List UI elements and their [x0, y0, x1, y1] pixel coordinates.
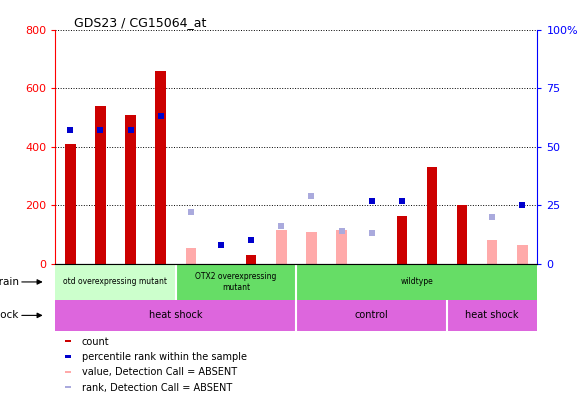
Text: shock: shock	[0, 310, 19, 320]
Bar	[55, 264, 176, 300]
Text: value, Detection Call = ABSENT: value, Detection Call = ABSENT	[82, 367, 237, 377]
Text: count: count	[82, 337, 109, 347]
Text: wildtype: wildtype	[400, 278, 433, 286]
Text: heat shock: heat shock	[149, 310, 203, 320]
Bar	[125, 114, 136, 264]
Bar	[457, 205, 467, 264]
Bar	[517, 245, 528, 264]
Bar	[95, 106, 106, 264]
Bar	[306, 232, 317, 264]
Bar	[426, 167, 437, 264]
Bar	[396, 215, 407, 264]
Bar	[296, 264, 537, 300]
Bar	[65, 340, 71, 342]
Text: percentile rank within the sample: percentile rank within the sample	[82, 352, 247, 362]
Text: rank, Detection Call = ABSENT: rank, Detection Call = ABSENT	[82, 383, 232, 393]
Bar	[336, 230, 347, 264]
Bar	[155, 70, 166, 264]
Bar	[65, 386, 71, 388]
Text: heat shock: heat shock	[465, 310, 519, 320]
Text: otd overexpressing mutant: otd overexpressing mutant	[63, 278, 167, 286]
Bar	[65, 144, 76, 264]
Text: control: control	[355, 310, 389, 320]
Bar	[55, 300, 296, 331]
Bar	[246, 255, 256, 264]
Bar	[185, 248, 196, 264]
Bar	[447, 300, 537, 331]
Text: GDS23 / CG15064_at: GDS23 / CG15064_at	[74, 15, 207, 29]
Bar	[65, 371, 71, 373]
Text: strain: strain	[0, 277, 19, 287]
Bar	[487, 240, 497, 264]
Bar	[276, 230, 286, 264]
Text: OTX2 overexpressing
mutant: OTX2 overexpressing mutant	[195, 272, 277, 291]
Bar	[65, 356, 71, 358]
Bar	[296, 300, 447, 331]
Bar	[176, 264, 296, 300]
